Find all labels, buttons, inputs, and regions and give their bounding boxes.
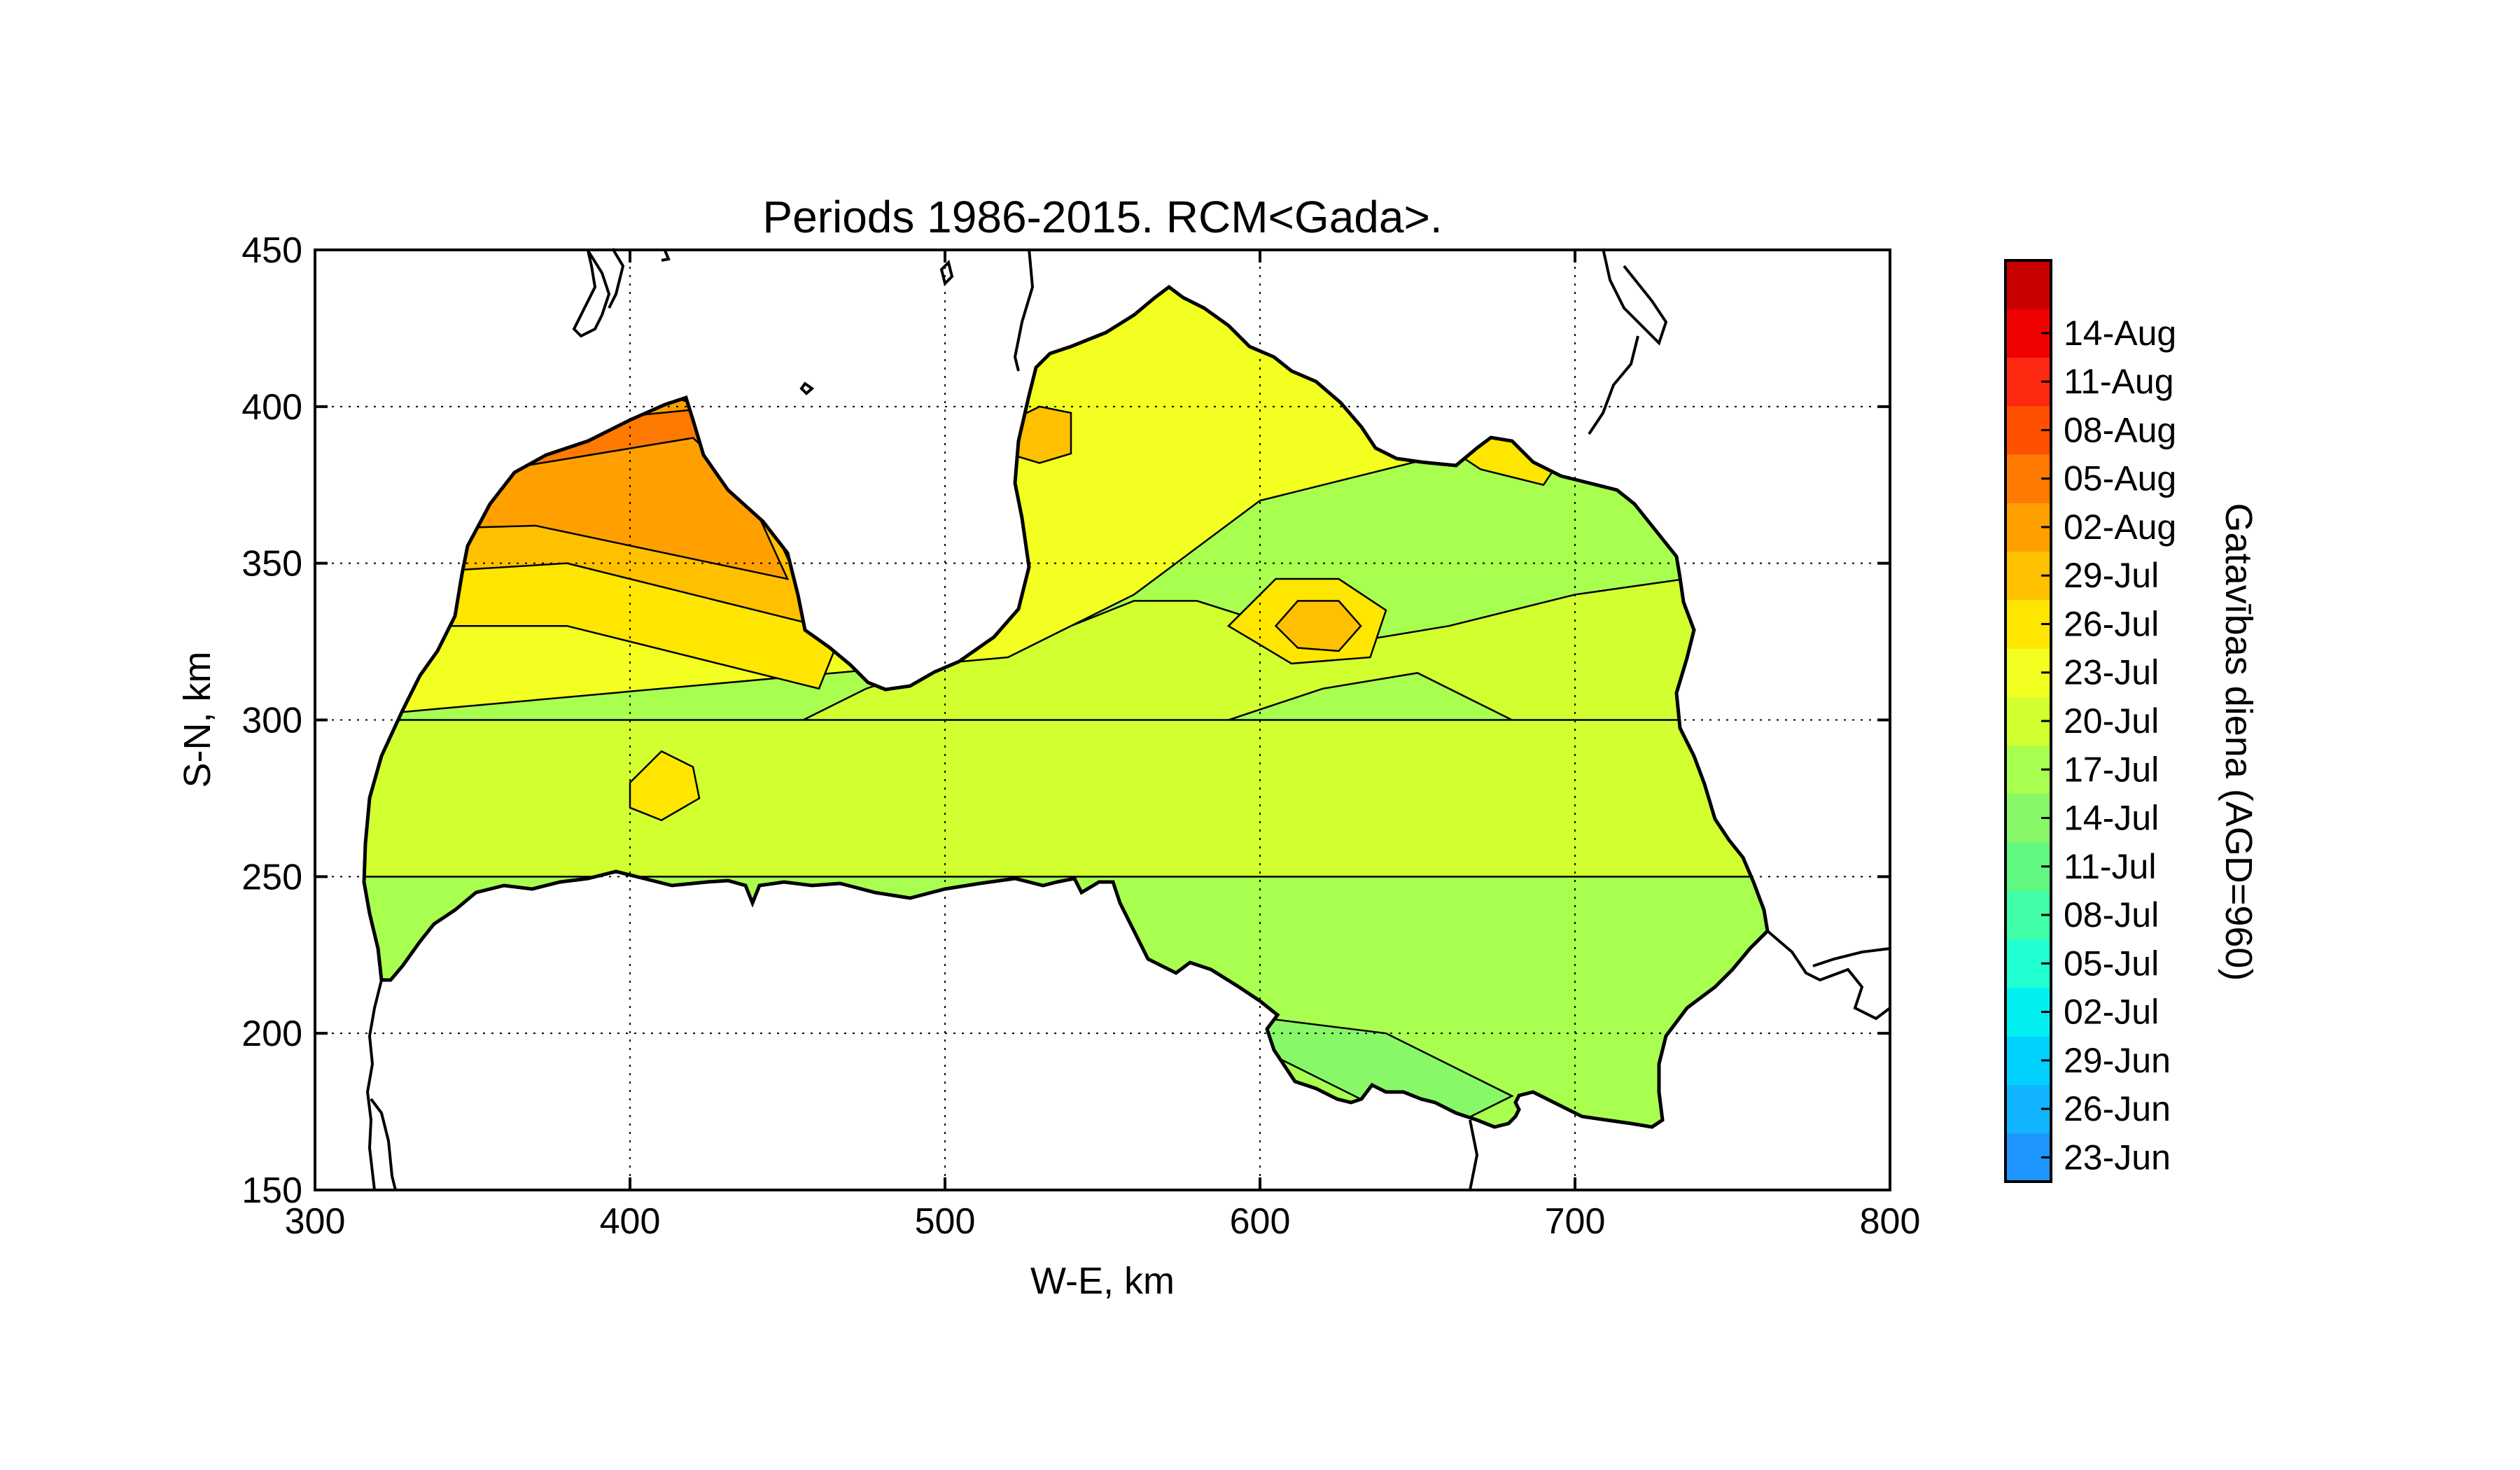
- colorbar-tick-label: 26-Jun: [2064, 1089, 2171, 1128]
- y-tick-label: 200: [241, 1014, 302, 1054]
- colorbar-tick-label: 26-Jul: [2064, 604, 2159, 643]
- x-tick-label: 500: [915, 1201, 976, 1242]
- colorbar-swatch: [2005, 260, 2051, 309]
- y-tick-label: 350: [241, 544, 302, 584]
- x-axis-label: W-E, km: [1030, 1260, 1175, 1302]
- colorbar-tick-label: 11-Jul: [2064, 847, 2156, 886]
- y-axis-label: S-N, km: [176, 652, 218, 788]
- colorbar-label: Gatavības diena (AGD=960): [2218, 503, 2260, 981]
- colorbar-tick-label: 14-Jul: [2064, 799, 2159, 838]
- colorbar-tick-label: 05-Aug: [2064, 459, 2176, 498]
- colorbar-tick-label: 08-Aug: [2064, 410, 2176, 449]
- colorbar-tick-label: 17-Jul: [2064, 750, 2159, 789]
- y-tick-label: 400: [241, 387, 302, 428]
- x-tick-label: 300: [285, 1201, 346, 1242]
- colorbar-tick-label: 02-Aug: [2064, 507, 2176, 547]
- x-tick-label: 400: [600, 1201, 661, 1242]
- y-tick-label: 250: [241, 857, 302, 897]
- colorbar-tick-label: 14-Aug: [2064, 314, 2176, 353]
- x-tick-label: 600: [1230, 1201, 1291, 1242]
- colorbar-tick-label: 29-Jul: [2064, 556, 2159, 595]
- neighbour-coastlines: [365, 247, 1891, 1191]
- contour-region-2: [364, 719, 1765, 878]
- colorbar-tick-label: 02-Jul: [2064, 993, 2159, 1032]
- colorbar-tick-label: 29-Jun: [2064, 1041, 2171, 1080]
- x-tick-label: 800: [1860, 1201, 1921, 1242]
- colorbar-tick-label: 08-Jul: [2064, 895, 2159, 934]
- y-tick-label: 300: [241, 701, 302, 741]
- y-tick-label: 150: [241, 1170, 302, 1211]
- grid-lines: [315, 250, 1890, 1190]
- x-axis-ticks: 300 400 500 600 700 800: [285, 250, 1921, 1242]
- colorbar-tick-label: 23-Jun: [2064, 1138, 2171, 1177]
- colorbar-tick-label: 05-Jul: [2064, 944, 2159, 983]
- colorbar-tick-label: 11-Aug: [2064, 362, 2174, 401]
- x-tick-label: 700: [1545, 1201, 1606, 1242]
- colorbar: 23-Jun 26-Jun 29-Jun 02-Jul 05-Jul 08-Jul 11-J…: [2004, 259, 2176, 1183]
- contour-region-11: [1274, 600, 1362, 652]
- y-tick-label: 450: [241, 230, 302, 271]
- colorbar-tick-label: 23-Jul: [2064, 653, 2159, 692]
- contour-region-12: [629, 750, 701, 822]
- chart-title: Periods 1986-2015. RCM<Gada>.: [762, 192, 1442, 242]
- colorbar-tick-label: 20-Jul: [2064, 701, 2159, 741]
- y-axis-ticks: 150 200 250 300 350 400 450: [241, 230, 1890, 1211]
